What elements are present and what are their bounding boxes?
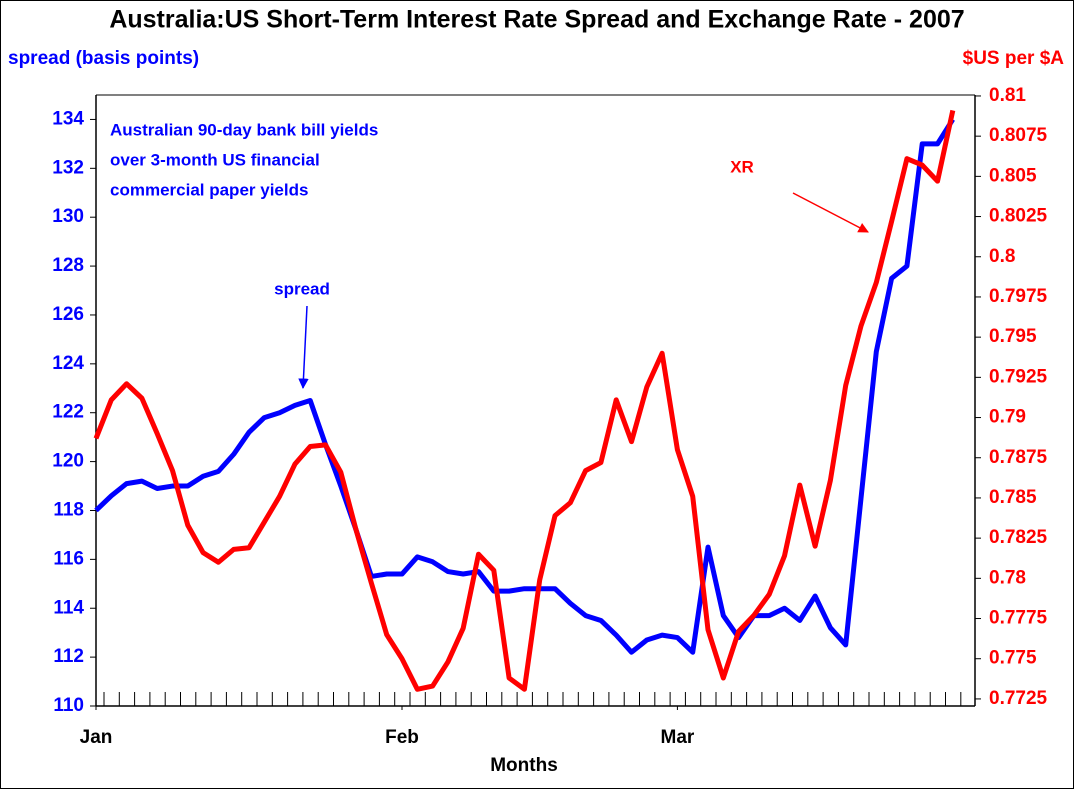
y-tick-label: 112 [53,646,84,667]
y2-tick-label: 0.7825 [989,527,1048,548]
y-tick-label: 128 [52,255,84,276]
y2-tick-label: 0.78 [989,567,1026,588]
y-tick-label: 110 [53,695,84,716]
y-tick-label: 124 [52,353,84,374]
y2-tick-label: 0.7975 [989,286,1048,307]
y2-tick-label: 0.8075 [989,125,1048,146]
y2-tick-label: 0.7725 [989,688,1048,709]
y2-tick-label: 0.81 [989,85,1026,106]
y-tick-label: 118 [53,499,84,520]
y2-tick-label: 0.7775 [989,608,1048,629]
y-axis-label: spread (basis points) [8,48,199,69]
series-line [94,118,955,655]
y2-tick-label: 0.785 [989,487,1037,508]
annotation: spread [274,279,330,298]
annotation: Australian 90-day bank bill yields [110,120,378,139]
y2-tick-label: 0.8 [989,246,1015,267]
x-axis-label: Months [490,755,558,776]
y-tick-label: 132 [52,157,84,178]
y2-tick-label: 0.7875 [989,447,1048,468]
y2-tick-label: 0.775 [989,648,1037,669]
y-tick-label: 116 [53,548,84,569]
annotation: over 3-month US financial [110,150,320,169]
arrow [792,192,869,233]
y-tick-label: 122 [52,402,84,423]
y-tick-label: 130 [52,206,84,227]
y2-tick-label: 0.805 [989,165,1037,186]
annotation: commercial paper yields [110,180,308,199]
x-tick-label: Feb [385,727,419,748]
series-line [93,109,956,692]
y-tick-label: 134 [52,108,84,129]
chart-title: Australia:US Short-Term Interest Rate Sp… [109,6,964,34]
y2-tick-label: 0.8025 [989,206,1048,227]
y2-tick-label: 0.795 [989,326,1037,347]
arrow [298,305,309,390]
y-tick-label: 120 [52,451,84,472]
y2-tick-label: 0.79 [989,407,1026,428]
y-tick-label: 114 [53,597,84,618]
annotation: XR [730,157,754,176]
x-tick-label: Mar [661,727,695,748]
y2-axis-label: $US per $A [963,48,1065,69]
x-tick-label: Jan [80,727,113,748]
y-tick-label: 126 [52,304,84,325]
y2-tick-label: 0.7925 [989,366,1048,387]
